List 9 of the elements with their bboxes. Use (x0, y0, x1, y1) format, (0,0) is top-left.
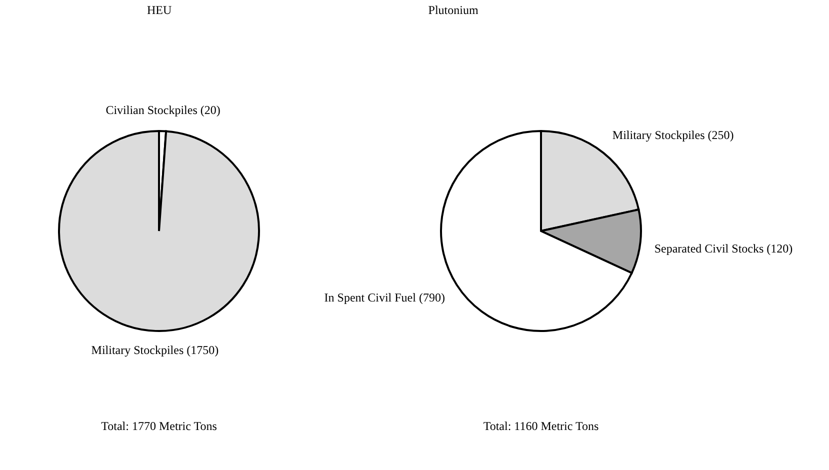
slice-label: Military Stockpiles (250) (612, 128, 734, 142)
slice-label: Civilian Stockpiles (20) (106, 103, 220, 118)
slice-label: Military Stockpiles (1750) (91, 342, 219, 357)
chart-title: Plutonium (428, 3, 479, 17)
slice-label: Separated Civil Stocks (120) (654, 241, 793, 256)
slice-label: In Spent Civil Fuel (790) (324, 290, 445, 304)
chart-title: HEU (147, 3, 172, 17)
text: Total: 1770 Metric Tons (101, 419, 218, 433)
text: Total: 1160 Metric Tons (483, 419, 599, 433)
